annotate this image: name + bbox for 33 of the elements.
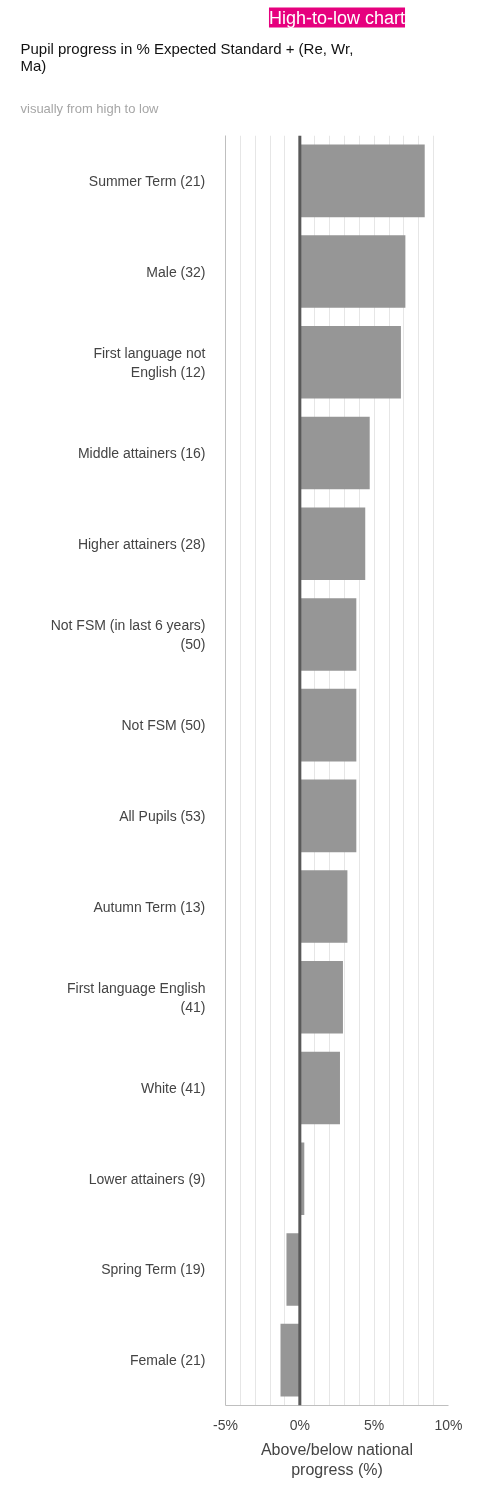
y-tick-label: Autumn Term (13) — [93, 898, 206, 915]
y-tick-label: Higher attainers (28) — [77, 535, 206, 552]
y-tick-label: White (41) — [140, 1080, 206, 1096]
x-tick-label: 0% — [289, 1416, 310, 1433]
y-tick-label: Not FSM (50) — [121, 717, 206, 734]
bar — [299, 779, 357, 853]
x-axis-title: Above/below national progress (%) — [260, 1440, 414, 1478]
y-tick-label: Middle attainers (16) — [77, 445, 206, 461]
bar — [299, 144, 425, 218]
y-tick-label: All Pupils (53) — [119, 807, 206, 824]
y-tick-label: First language English (41) — [66, 979, 206, 1015]
x-tick-label: 5% — [364, 1416, 385, 1433]
chart-title: High-to-low chart — [268, 7, 406, 28]
chart-subtitle: Pupil progress in % Expected Standard + (Re, Wr, Ma) — [20, 39, 354, 74]
bar — [299, 326, 401, 399]
text: visually from high to low — [20, 100, 160, 116]
bar — [299, 961, 343, 1034]
bar — [299, 598, 357, 671]
y-tick-label: Lower attainers (9) — [88, 1170, 206, 1187]
x-tick-label: 10% — [434, 1416, 463, 1433]
bar — [299, 688, 357, 762]
y-tick-label: Male (32) — [146, 263, 206, 280]
y-tick-label: Spring Term (19) — [101, 1261, 206, 1278]
bar — [299, 416, 370, 490]
bar — [299, 1051, 340, 1125]
y-tick-label: Not FSM (in last 6 years) (50) — [50, 616, 206, 653]
bar — [299, 870, 348, 943]
x-tick-label: -5% — [213, 1416, 238, 1433]
bar — [299, 507, 366, 580]
y-tick-label: Summer Term (21) — [88, 172, 206, 189]
y-tick-label: First language not English (12) — [93, 344, 206, 380]
y-tick-label: Female (21) — [130, 1352, 206, 1369]
bar — [299, 235, 406, 308]
